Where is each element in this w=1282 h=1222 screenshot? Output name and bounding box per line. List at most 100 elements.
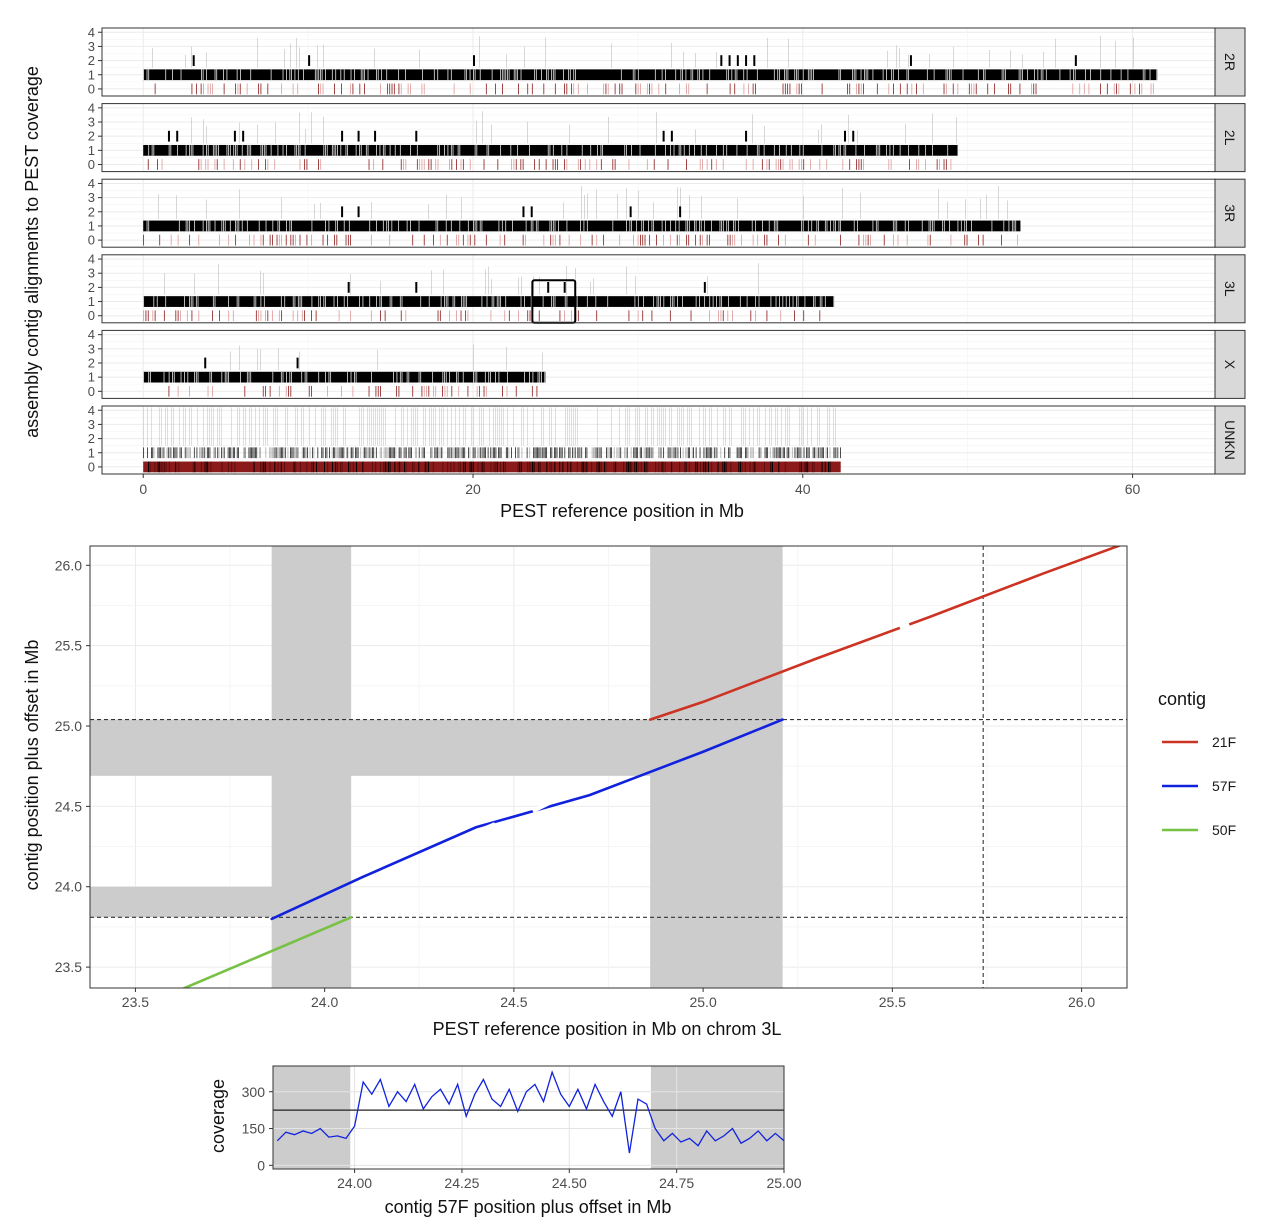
coverage-tick <box>345 407 346 446</box>
y-tick-label: 3 <box>88 115 95 130</box>
coverage-tick <box>414 447 416 459</box>
coverage-gap <box>262 144 264 156</box>
coverage-tick <box>159 407 160 446</box>
zero-tick <box>426 385 427 397</box>
coverage-tick <box>669 447 671 459</box>
zero-tick <box>554 234 556 246</box>
coverage-tick <box>527 121 528 144</box>
coverage-gap <box>467 220 469 232</box>
coverage-gap <box>524 296 525 307</box>
coverage-tick <box>339 447 341 459</box>
coverage-tick <box>521 276 522 295</box>
zero-tick <box>295 234 296 246</box>
coverage-tick <box>581 186 582 219</box>
y-tick-label: 3 <box>88 417 95 432</box>
x-tick-label: 60 <box>1125 481 1141 497</box>
coverage-tick <box>716 52 717 68</box>
zero-tick <box>775 159 777 170</box>
coverage-tick <box>554 447 555 459</box>
coverage-tick <box>165 461 167 473</box>
coverage-gap <box>821 144 823 156</box>
coverage-tick <box>435 407 436 446</box>
coverage-gap <box>286 371 287 383</box>
zero-tick <box>814 234 816 246</box>
coverage-gap <box>563 69 564 81</box>
zero-tick <box>766 159 768 170</box>
zero-tick <box>729 83 731 95</box>
coverage-tick <box>325 407 326 446</box>
coverage-gap <box>629 220 631 232</box>
coverage-gap <box>581 144 583 156</box>
coverage-gap <box>726 144 728 156</box>
coverage-tick <box>767 447 769 459</box>
zero-tick <box>292 234 294 246</box>
coverage-tick <box>986 194 987 219</box>
coverage-tick <box>947 201 948 219</box>
coverage-gap <box>498 371 500 383</box>
zero-tick <box>527 83 529 95</box>
zero-tick <box>444 385 446 397</box>
coverage-gap <box>552 144 554 156</box>
coverage-gap <box>189 144 190 156</box>
coverage-tick <box>785 407 786 446</box>
coverage-gap <box>678 220 680 232</box>
coverage-tick <box>260 461 261 473</box>
coverage-tick <box>713 447 715 459</box>
coverage-gap <box>459 220 461 232</box>
coverage-tick <box>443 269 444 295</box>
zero-tick <box>421 83 423 95</box>
coverage-gap <box>450 220 452 232</box>
coverage-tick <box>559 447 561 459</box>
x-tick-label: 23.5 <box>122 994 149 1010</box>
coverage-gap <box>355 371 357 383</box>
zero-tick <box>495 83 496 95</box>
coverage-tick <box>560 447 562 459</box>
zero-tick <box>973 83 975 95</box>
coverage-tick <box>819 447 821 459</box>
coverage-tick <box>596 189 597 219</box>
coverage-tick <box>239 345 240 371</box>
zero-tick <box>380 385 381 397</box>
coverage-tick <box>729 447 731 459</box>
zero-tick <box>916 83 917 95</box>
coverage-tick <box>336 447 338 459</box>
coverage-tick <box>459 407 460 446</box>
coverage-tick <box>586 447 588 459</box>
coverage-gap <box>277 220 279 232</box>
coverage-tick <box>788 447 789 459</box>
coverage-tick <box>343 447 345 459</box>
zero-tick <box>715 159 717 170</box>
coverage-gap <box>802 144 804 156</box>
zero-tick <box>646 159 648 170</box>
coverage-tick <box>167 447 169 459</box>
coverage-tick <box>267 407 268 446</box>
coverage-tick <box>720 447 722 459</box>
coverage-gap <box>702 69 704 81</box>
facet-strip-label: 2R <box>1222 53 1238 71</box>
coverage-tick <box>312 461 314 473</box>
coverage-tick <box>801 407 802 446</box>
coverage-gap <box>719 220 721 232</box>
zero-tick <box>469 159 471 170</box>
coverage-tick <box>275 447 277 459</box>
coverage-tick <box>257 124 258 144</box>
zero-tick <box>244 385 246 397</box>
zero-tick <box>435 385 437 397</box>
coverage-gap <box>180 69 182 81</box>
coverage-tick <box>299 47 300 68</box>
y-tick-label: 0 <box>88 233 95 248</box>
zero-tick <box>272 310 273 322</box>
coverage-tick <box>349 447 351 459</box>
y-tick-label: 25.5 <box>55 638 82 654</box>
coverage-tick <box>399 461 401 473</box>
coverage-tick <box>471 461 473 473</box>
coverage-gap <box>843 144 845 156</box>
coverage-tick <box>596 447 598 459</box>
coverage-tick <box>321 447 323 459</box>
zero-tick <box>391 83 393 95</box>
coverage-tick <box>342 447 343 459</box>
coverage-tick <box>175 461 177 473</box>
coverage-tick <box>775 407 776 446</box>
coverage-gap <box>488 371 490 383</box>
